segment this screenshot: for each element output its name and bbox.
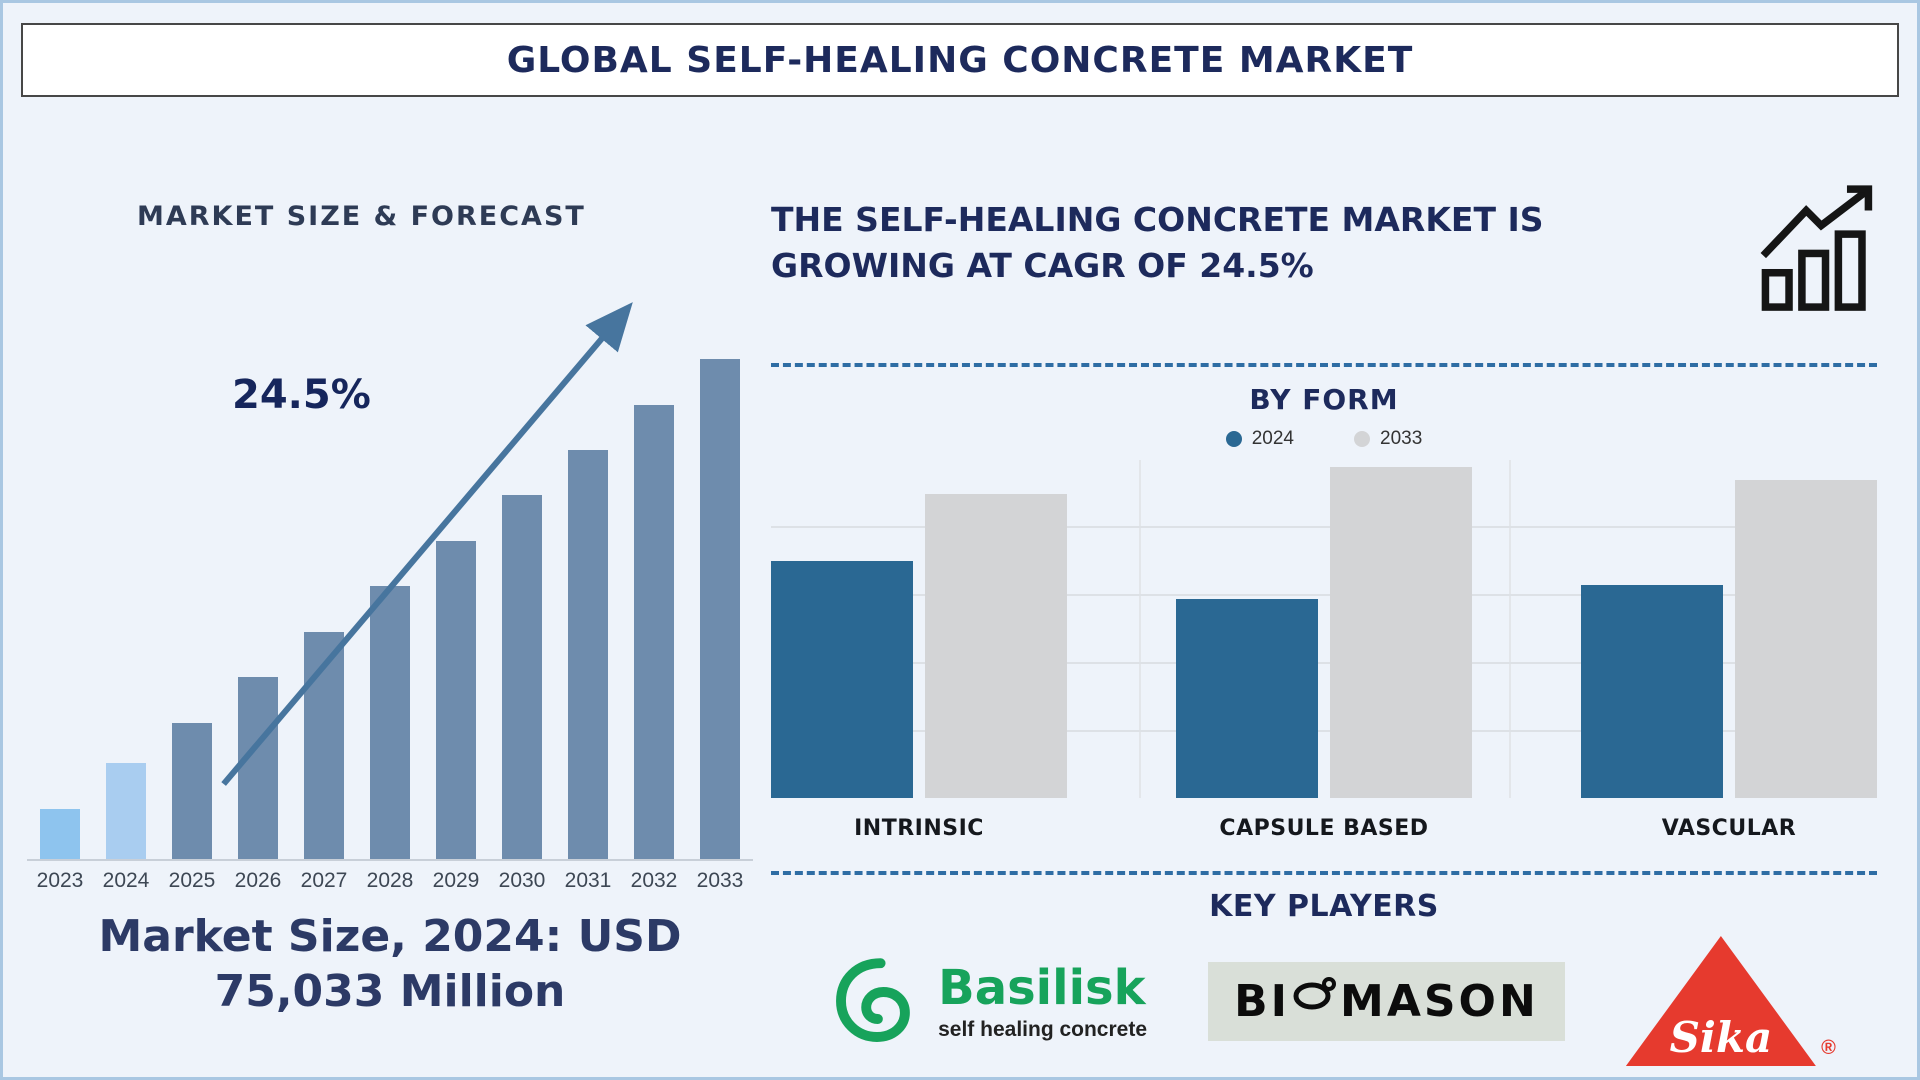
legend-dot-2024 bbox=[1225, 431, 1242, 447]
legend-dot-2033 bbox=[1354, 431, 1370, 447]
biomason-logo: BI MASON bbox=[1208, 961, 1565, 1041]
legend-item-2033: 2033 bbox=[1354, 428, 1422, 450]
bar-intrinsic-2033 bbox=[925, 493, 1068, 798]
bar-group-vascular bbox=[1580, 460, 1877, 798]
forecast-bar-2025 bbox=[172, 722, 212, 859]
key-players-heading: KEY PLAYERS bbox=[1209, 889, 1439, 924]
year-label-2028: 2028 bbox=[366, 869, 414, 892]
forecast-bar-2024 bbox=[106, 763, 146, 859]
sika-registered-mark: ® bbox=[1821, 1037, 1836, 1059]
by-form-legend: 2024 2033 bbox=[771, 428, 1877, 450]
basilisk-name: Basilisk bbox=[938, 960, 1146, 1016]
by-form-category-labels: INTRINSIC CAPSULE BASED VASCULAR bbox=[771, 816, 1877, 841]
year-label-2032: 2032 bbox=[630, 869, 678, 892]
by-form-heading: BY FORM bbox=[1249, 383, 1399, 416]
legend-label-2033: 2033 bbox=[1380, 428, 1423, 449]
forecast-bar-2028 bbox=[370, 586, 410, 859]
sika-logo: Sika ® bbox=[1625, 936, 1836, 1066]
year-label-2033: 2033 bbox=[696, 869, 744, 892]
legend-item-2024: 2024 bbox=[1225, 428, 1294, 450]
forecast-year-labels: 2023 2024 2025 2026 2027 2028 2029 2030 2031 2032… bbox=[27, 859, 754, 893]
growth-chart-icon bbox=[1760, 185, 1873, 311]
bar-vascular-2024 bbox=[1580, 585, 1723, 798]
bar-intrinsic-2024 bbox=[771, 561, 914, 798]
forecast-bar-2030 bbox=[502, 495, 542, 859]
divider-dashed-bottom bbox=[771, 871, 1877, 875]
category-label-intrinsic: INTRINSIC bbox=[854, 816, 984, 841]
forecast-bar-col-2028 bbox=[357, 354, 423, 859]
forecast-bar-2027 bbox=[304, 631, 344, 859]
basilisk-logo: Basilisk self healing concrete bbox=[832, 956, 1147, 1046]
year-label-2031: 2031 bbox=[564, 869, 612, 892]
page-title: GLOBAL SELF-HEALING CONCRETE MARKET bbox=[21, 23, 1899, 97]
forecast-bar-2029 bbox=[436, 540, 476, 859]
legend-label-2024: 2024 bbox=[1251, 428, 1294, 449]
forecast-bar-2032 bbox=[634, 404, 674, 859]
forecast-bar-col-2023 bbox=[27, 354, 93, 859]
forecast-bar-2031 bbox=[568, 449, 608, 859]
bar-vascular-2033 bbox=[1734, 480, 1877, 798]
bar-capsule-based-2033 bbox=[1330, 466, 1472, 798]
sika-triangle-icon: Sika bbox=[1625, 936, 1816, 1066]
forecast-bar-2023 bbox=[40, 808, 80, 859]
biomason-cell-o-icon bbox=[1293, 977, 1337, 1010]
market-details-section: THE SELF-HEALING CONCRETE MARKET IS GROW… bbox=[759, 97, 1917, 1066]
forecast-bar-col-2030 bbox=[489, 354, 555, 859]
basilisk-tagline: self healing concrete bbox=[938, 1018, 1148, 1041]
forecast-bar-col-2025 bbox=[159, 354, 225, 859]
forecast-bar-col-2026 bbox=[225, 354, 291, 859]
forecast-bars bbox=[27, 354, 753, 859]
forecast-bar-col-2031 bbox=[555, 354, 621, 859]
year-label-2026: 2026 bbox=[234, 869, 282, 892]
key-players-logos: Basilisk self healing concrete BI MASON … bbox=[771, 936, 1877, 1066]
year-label-2029: 2029 bbox=[432, 869, 480, 892]
forecast-bar-2033 bbox=[700, 359, 740, 859]
market-size-line1: Market Size, 2024: USD bbox=[98, 911, 682, 962]
forecast-bar-col-2033 bbox=[687, 354, 753, 859]
year-label-2024: 2024 bbox=[102, 869, 150, 892]
forecast-bar-col-2024 bbox=[93, 354, 159, 859]
bar-capsule-based-2024 bbox=[1176, 598, 1318, 798]
year-label-2027: 2027 bbox=[300, 869, 348, 892]
forecast-chart: 24.5% bbox=[27, 302, 753, 859]
forecast-heading: MARKET SIZE & FORECAST bbox=[137, 201, 586, 232]
by-form-chart bbox=[771, 460, 1877, 798]
category-label-vascular: VASCULAR bbox=[1661, 816, 1797, 841]
year-label-2023: 2023 bbox=[36, 869, 84, 892]
forecast-bar-col-2032 bbox=[621, 354, 687, 859]
basilisk-wordmark: Basilisk self healing concrete bbox=[938, 960, 1147, 1042]
bar-group-intrinsic bbox=[771, 460, 1068, 798]
cagr-label: 24.5% bbox=[232, 372, 371, 418]
cagr-headline: THE SELF-HEALING CONCRETE MARKET IS GROW… bbox=[771, 200, 1544, 286]
basilisk-spiral-icon bbox=[836, 958, 910, 1042]
forecast-bar-2026 bbox=[238, 677, 278, 859]
main-content: MARKET SIZE & FORECAST 24.5% 2023 2024 202… bbox=[3, 97, 1917, 1066]
forecast-bar-col-2029 bbox=[423, 354, 489, 859]
forecast-bar-col-2027 bbox=[291, 354, 357, 859]
cagr-headline-row: THE SELF-HEALING CONCRETE MARKET IS GROW… bbox=[771, 185, 1877, 313]
category-label-capsule-based: CAPSULE BASED bbox=[1219, 816, 1429, 841]
market-size-callout: Market Size, 2024: USD 75,033 Million bbox=[27, 909, 753, 1019]
market-size-line2: 75,033 Million bbox=[214, 966, 566, 1017]
biomason-name-part1: BI bbox=[1234, 975, 1291, 1027]
divider-dashed-top bbox=[771, 363, 1877, 367]
sika-name: Sika bbox=[1669, 1013, 1773, 1062]
year-label-2025: 2025 bbox=[168, 869, 216, 892]
bar-group-capsule-based bbox=[1176, 460, 1472, 798]
biomason-name-part2: MASON bbox=[1340, 975, 1539, 1027]
market-size-forecast-section: MARKET SIZE & FORECAST 24.5% 2023 2024 202… bbox=[3, 97, 759, 1066]
year-label-2030: 2030 bbox=[498, 869, 546, 892]
